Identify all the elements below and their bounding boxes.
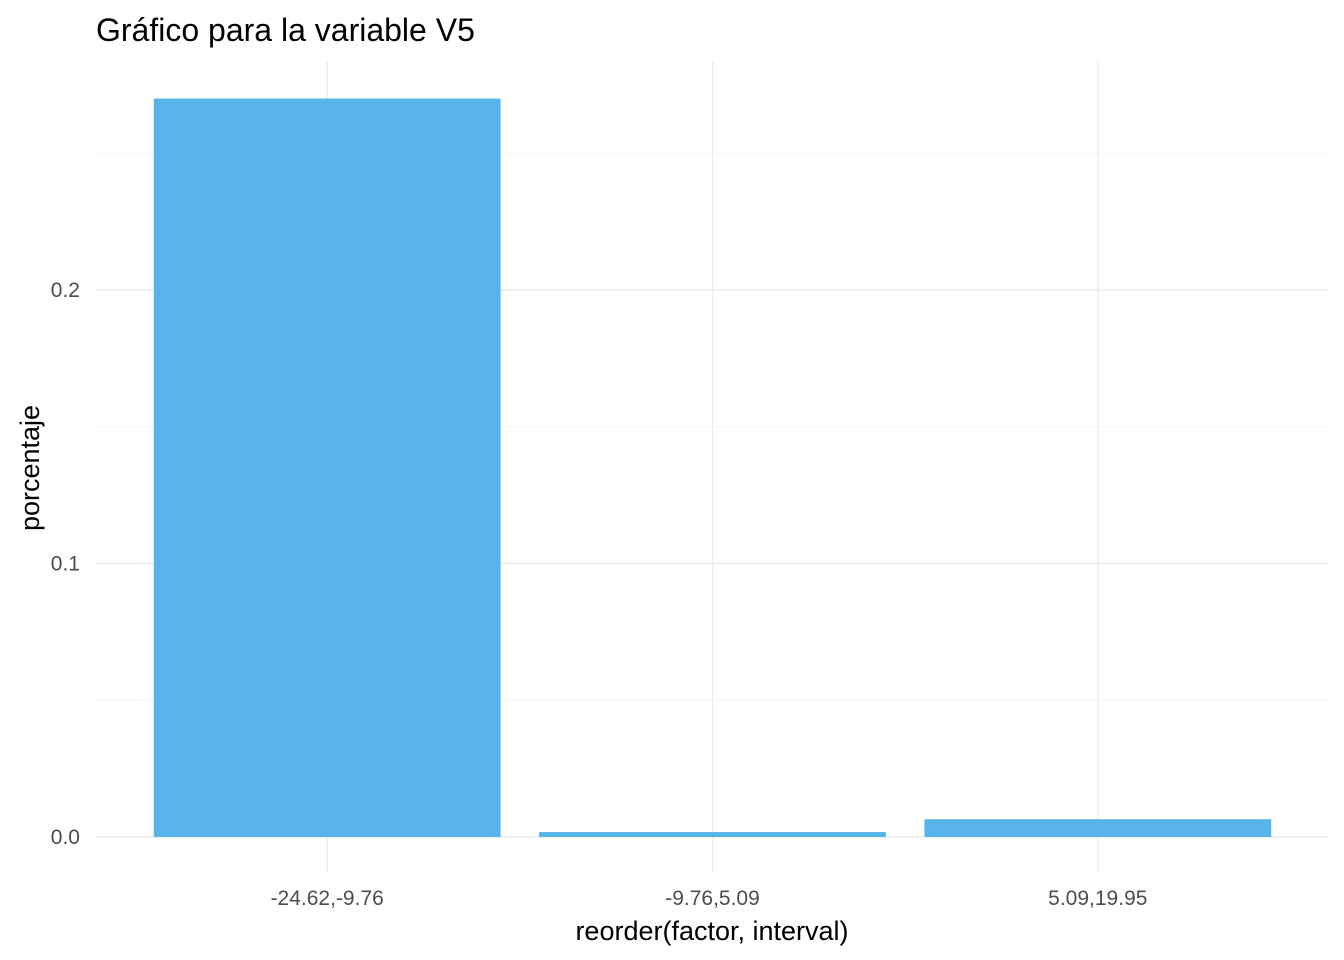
x-tick-label: -9.76,5.09 [665, 887, 760, 910]
y-tick-label: 0.1 [51, 553, 80, 576]
y-axis-title: porcentaje [15, 405, 45, 531]
x-tick-label: -24.62,-9.76 [271, 887, 384, 910]
y-tick-labels: 0.0 0.1 0.2 [51, 279, 80, 849]
x-axis-title: reorder(factor, interval) [575, 916, 848, 946]
x-tick-labels: -24.62,-9.76 -9.76,5.09 5.09,19.95 [271, 887, 1148, 910]
bar [924, 819, 1272, 837]
bar [539, 832, 886, 837]
y-tick-label: 0.2 [51, 279, 80, 302]
chart-title: Gráfico para la variable V5 [96, 12, 475, 48]
bars [153, 98, 1272, 838]
y-tick-label: 0.0 [51, 826, 80, 849]
x-tick-label: 5.09,19.95 [1048, 887, 1147, 910]
bar [153, 98, 501, 838]
